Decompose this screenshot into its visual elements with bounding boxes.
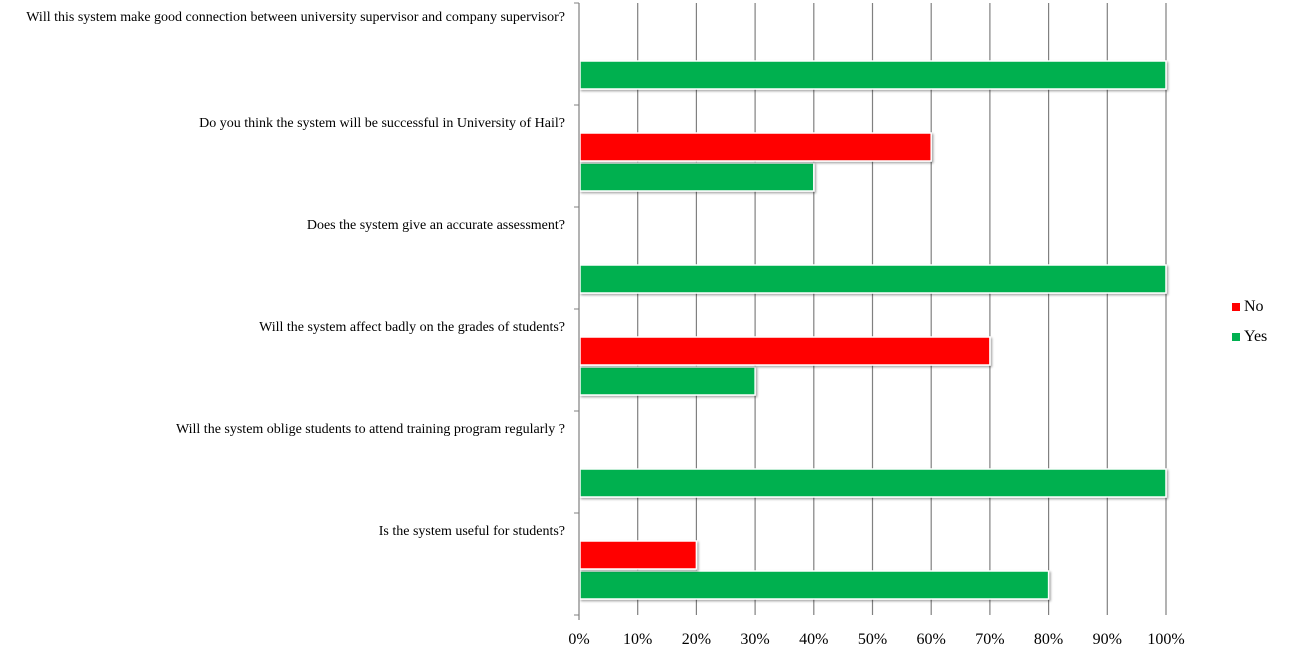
- x-tick-label: 70%: [975, 631, 1004, 648]
- category-label: Will this system make good connection be…: [26, 10, 565, 25]
- x-tick-label: 50%: [858, 631, 887, 648]
- bar-yes: [579, 570, 1050, 600]
- x-tick-label: 10%: [623, 631, 652, 648]
- bar-no: [579, 132, 932, 162]
- category-label: Does the system give an accurate assessm…: [306, 218, 565, 233]
- legend: No Yes: [1232, 296, 1267, 356]
- x-tick-label: 20%: [682, 631, 711, 648]
- x-tick-label: 90%: [1093, 631, 1122, 648]
- legend-label-yes: Yes: [1244, 328, 1268, 345]
- legend-item-no: No: [1232, 296, 1267, 318]
- category-label: Is the system useful for students?: [378, 524, 565, 539]
- legend-swatch-no: [1232, 303, 1240, 311]
- x-tick-label: 60%: [917, 631, 946, 648]
- x-tick-label: 40%: [799, 631, 828, 648]
- x-tick-label: 80%: [1034, 631, 1063, 648]
- category-label: Will the system affect badly on the grad…: [259, 320, 565, 335]
- x-tick-label: 100%: [1147, 631, 1184, 648]
- bar-no: [579, 540, 698, 570]
- bar-yes: [579, 162, 815, 192]
- x-tick-label: 30%: [740, 631, 769, 648]
- legend-swatch-yes: [1232, 333, 1240, 341]
- x-tick-label: 0%: [568, 631, 589, 648]
- bar-no: [579, 336, 991, 366]
- category-label: Do you think the system will be successf…: [199, 116, 565, 131]
- category-label: Will the system oblige students to atten…: [175, 422, 565, 437]
- bar-yes: [579, 468, 1167, 498]
- legend-label-no: No: [1244, 298, 1264, 315]
- bar-yes: [579, 60, 1167, 90]
- x-axis: 0% 10% 20% 30% 40% 50% 60% 70% 80% 90% 100%: [568, 2, 1185, 648]
- bar-yes: [579, 264, 1167, 294]
- gridlines: [637, 3, 1167, 615]
- bars: [579, 60, 1167, 600]
- bar-yes: [579, 366, 756, 396]
- legend-item-yes: Yes: [1232, 326, 1267, 348]
